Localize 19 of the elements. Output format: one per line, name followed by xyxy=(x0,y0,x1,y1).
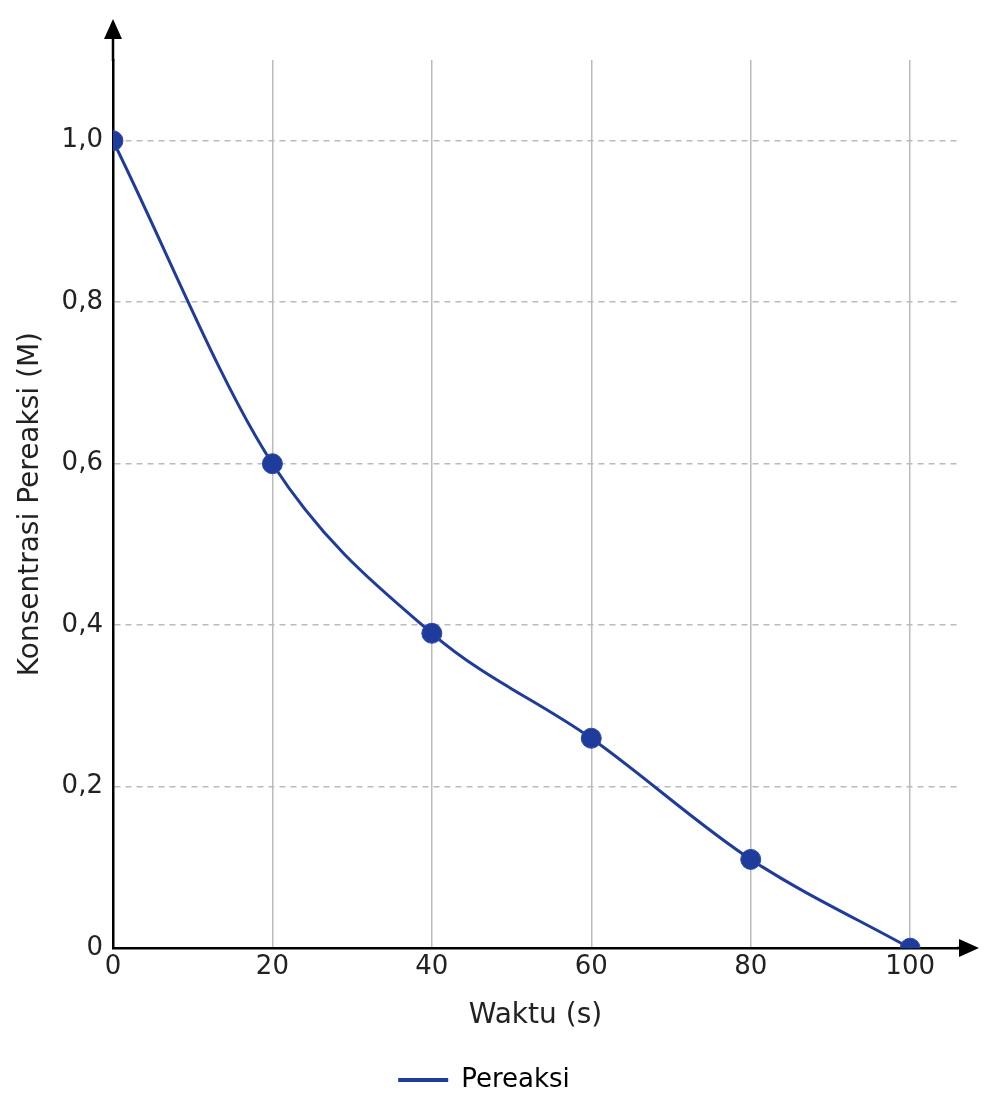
y-tick-label: 0,4 xyxy=(61,607,103,638)
point xyxy=(740,848,762,870)
y-axis-title: Konsentrasi Pereaksi (M) xyxy=(12,332,46,677)
y-tick-label: 1,0 xyxy=(61,123,103,154)
point xyxy=(261,453,283,475)
point xyxy=(421,622,443,644)
x-axis-title: Waktu (s) xyxy=(468,997,603,1031)
x-tick-label: 100 xyxy=(885,949,935,980)
y-tick-label: 0 xyxy=(86,930,103,961)
x-tick-label: 20 xyxy=(255,949,289,980)
y-tick-label: 0,8 xyxy=(61,284,103,315)
x-tick-label: 0 xyxy=(104,949,122,980)
x-tick-label: 80 xyxy=(734,949,768,980)
y-tick-label: 0,6 xyxy=(61,446,103,477)
y-tick-label: 0,2 xyxy=(61,769,103,800)
point xyxy=(580,727,602,749)
x-tick-label: 40 xyxy=(415,949,449,980)
legend-label: Pereaksi xyxy=(461,1062,570,1093)
x-tick-label: 60 xyxy=(574,949,608,980)
